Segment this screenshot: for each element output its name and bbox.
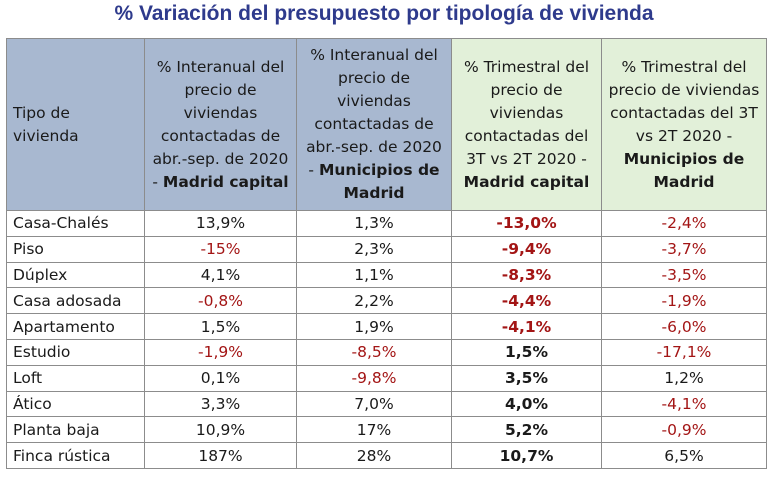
table-row: Casa adosada -0,8% 2,2% -4,4% -1,9% (6, 287, 767, 315)
budget-variation-table: Tipo de vivienda % Interanual del precio… (6, 38, 767, 469)
table-row: Dúplex 4,1% 1,1% -8,3% -3,5% (6, 261, 767, 289)
cell-qoq-madrid-capital: -8,3% (451, 261, 602, 289)
cell-qoq-madrid-capital: 10,7% (451, 442, 602, 469)
cell-type: Planta baja (6, 416, 145, 444)
cell-yoy-municipios: 17% (296, 416, 452, 444)
cell-qoq-municipios: 1,2% (601, 364, 767, 392)
cell-qoq-municipios: -4,1% (601, 390, 767, 418)
cell-yoy-municipios: 1,9% (296, 313, 452, 340)
cell-yoy-municipios: 1,3% (296, 210, 452, 237)
cell-qoq-madrid-capital: 5,2% (451, 416, 602, 444)
cell-qoq-madrid-capital: 3,5% (451, 364, 602, 392)
cell-yoy-municipios: 2,3% (296, 235, 452, 263)
cell-yoy-madrid-capital: -15% (144, 235, 297, 263)
header-col4: % Trimestral del precio de viviendas con… (601, 38, 767, 211)
cell-yoy-madrid-capital: 10,9% (144, 416, 297, 444)
header-col4-bold: Municipios de Madrid (623, 149, 745, 191)
cell-yoy-municipios: 2,2% (296, 287, 452, 315)
cell-qoq-madrid-capital: -13,0% (451, 210, 602, 237)
cell-qoq-madrid-capital: -9,4% (451, 235, 602, 263)
header-col1-text: % Interanual del precio de viviendas con… (152, 57, 289, 191)
cell-yoy-madrid-capital: 1,5% (144, 313, 297, 340)
cell-qoq-madrid-capital: -4,1% (451, 313, 602, 340)
cell-type: Estudio (6, 338, 145, 366)
cell-qoq-municipios: -0,9% (601, 416, 767, 444)
cell-qoq-municipios: -6,0% (601, 313, 767, 340)
table-row: Casa-Chalés 13,9% 1,3% -13,0% -2,4% (6, 210, 767, 237)
cell-yoy-madrid-capital: 3,3% (144, 390, 297, 418)
header-col1: % Interanual del precio de viviendas con… (144, 38, 297, 211)
header-col3-bold: Madrid capital (463, 172, 590, 191)
cell-type: Loft (6, 364, 145, 392)
cell-qoq-municipios: -3,5% (601, 261, 767, 289)
cell-qoq-madrid-capital: -4,4% (451, 287, 602, 315)
cell-qoq-municipios: 6,5% (601, 442, 767, 469)
header-col2: % Interanual del precio de viviendas con… (296, 38, 452, 211)
cell-type: Piso (6, 235, 145, 263)
table-row: Apartamento 1,5% 1,9% -4,1% -6,0% (6, 313, 767, 340)
cell-yoy-municipios: 28% (296, 442, 452, 469)
header-col4-text: % Trimestral del precio de viviendas con… (608, 57, 760, 145)
cell-type: Casa adosada (6, 287, 145, 315)
header-col1-bold: Madrid capital (162, 172, 289, 191)
cell-yoy-madrid-capital: 4,1% (144, 261, 297, 289)
cell-yoy-madrid-capital: -1,9% (144, 338, 297, 366)
table-row: Piso -15% 2,3% -9,4% -3,7% (6, 235, 767, 263)
cell-qoq-municipios: -3,7% (601, 235, 767, 263)
cell-qoq-municipios: -17,1% (601, 338, 767, 366)
cell-yoy-municipios: 1,1% (296, 261, 452, 289)
table-row: Finca rústica 187% 28% 10,7% 6,5% (6, 442, 767, 469)
cell-yoy-madrid-capital: -0,8% (144, 287, 297, 315)
header-type: Tipo de vivienda (6, 38, 145, 211)
header-col2-text: % Interanual del precio de viviendas con… (306, 46, 442, 179)
table-body: Casa-Chalés 13,9% 1,3% -13,0% -2,4% Piso -15% 2… (6, 210, 767, 469)
cell-type: Ático (6, 390, 145, 418)
table-title: % Variación del presupuesto por tipologí… (114, 2, 654, 25)
table-row: Loft 0,1% -9,8% 3,5% 1,2% (6, 364, 767, 392)
cell-type: Casa-Chalés (6, 210, 145, 237)
header-col3-text: % Trimestral del precio de viviendas con… (463, 57, 590, 168)
table-row: Planta baja 10,9% 17% 5,2% -0,9% (6, 416, 767, 444)
cell-qoq-municipios: -1,9% (601, 287, 767, 315)
cell-yoy-madrid-capital: 187% (144, 442, 297, 469)
header-col3: % Trimestral del precio de viviendas con… (451, 38, 602, 211)
header-row: Tipo de vivienda % Interanual del precio… (6, 38, 767, 211)
cell-yoy-municipios: -8,5% (296, 338, 452, 366)
cell-type: Apartamento (6, 313, 145, 340)
cell-type: Finca rústica (6, 442, 145, 469)
cell-yoy-madrid-capital: 0,1% (144, 364, 297, 392)
table-row: Estudio -1,9% -8,5% 1,5% -17,1% (6, 338, 767, 366)
header-col2-bold: Municipios de Madrid (318, 161, 440, 202)
table-row: Ático 3,3% 7,0% 4,0% -4,1% (6, 390, 767, 418)
cell-type: Dúplex (6, 261, 145, 289)
cell-yoy-municipios: 7,0% (296, 390, 452, 418)
cell-qoq-municipios: -2,4% (601, 210, 767, 237)
cell-yoy-madrid-capital: 13,9% (144, 210, 297, 237)
cell-qoq-madrid-capital: 1,5% (451, 338, 602, 366)
cell-yoy-municipios: -9,8% (296, 364, 452, 392)
cell-qoq-madrid-capital: 4,0% (451, 390, 602, 418)
